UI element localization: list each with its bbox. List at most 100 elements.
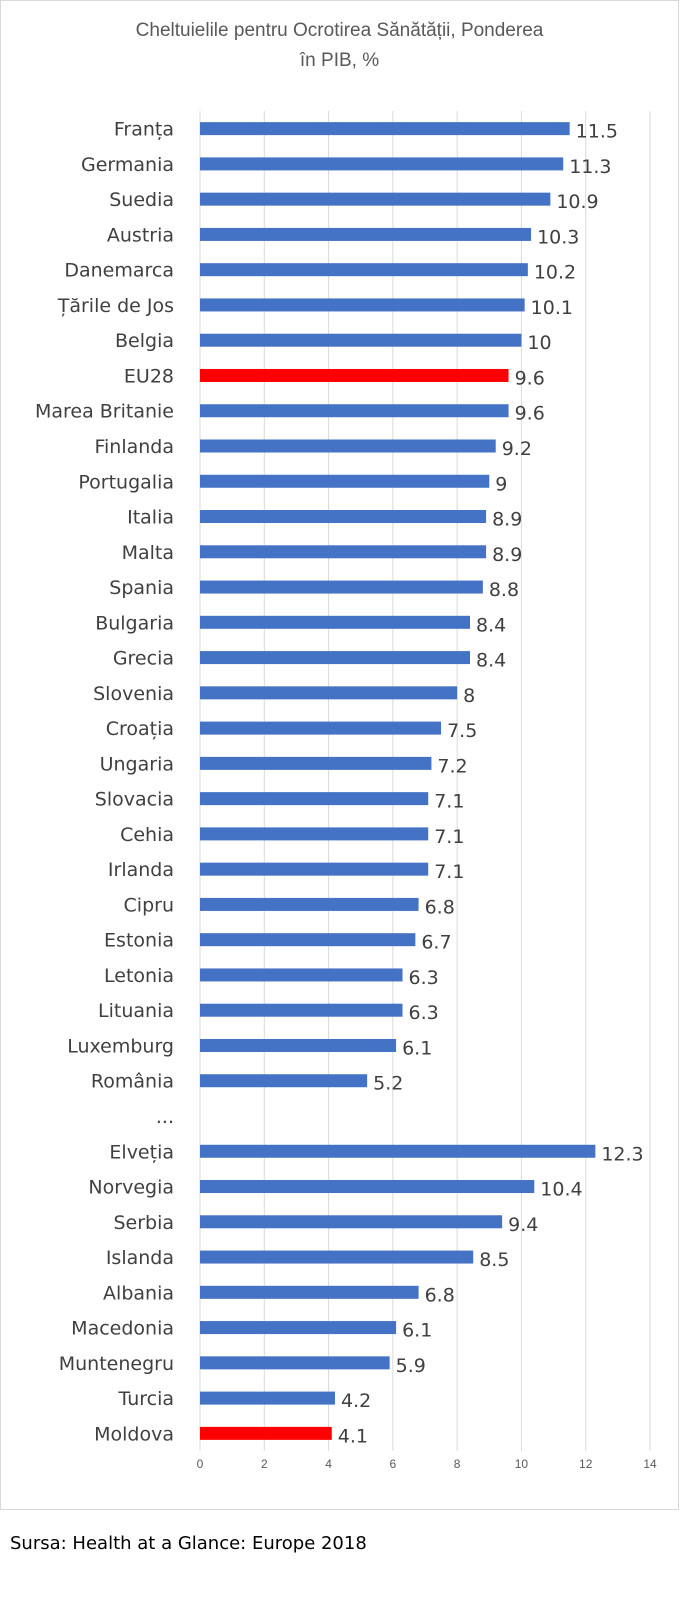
data-label: 6.1 [402,1320,432,1342]
bar [200,792,429,806]
data-label: 7.5 [447,720,477,742]
bar [200,615,470,629]
bar [200,1074,368,1088]
bar [200,756,432,770]
bar [200,263,528,277]
data-label: 10.2 [534,262,576,284]
data-label: 7.1 [434,861,464,883]
bar [200,827,429,841]
bar-chart: 0 2 4 6 8 10 12 14 Franța 11.5 Germania 11.3 Suedia 1… [35,111,657,1471]
x-tick-label: 12 [579,1457,593,1471]
data-label: 8.9 [492,544,522,566]
category-label: Luxemburg [67,1035,174,1057]
data-label: 6.8 [425,896,455,918]
data-label: 6.3 [409,967,439,989]
data-label: 11.5 [576,121,618,143]
data-label: 6.8 [425,1284,455,1306]
category-label: Ungaria [100,753,174,775]
x-tick-label: 6 [390,1457,397,1471]
category-label: Macedonia [71,1318,174,1340]
category-label: Suedia [109,189,174,211]
bar [200,157,564,171]
category-label: ... [156,1106,174,1128]
category-label: Austria [107,224,174,246]
category-label: Turcia [117,1388,174,1410]
bar [200,404,509,418]
category-label: Cehia [120,824,174,846]
category-label: Marea Britanie [35,401,174,423]
data-label: 5.9 [396,1355,426,1377]
category-label: Slovenia [93,683,174,705]
category-label: Danemarca [64,260,174,282]
bar [200,474,490,488]
data-label: 10.1 [531,297,573,319]
category-label: România [91,1071,174,1093]
bar [200,1321,397,1335]
data-label: 9.4 [508,1214,538,1236]
source-note: Sursa: Health at a Glance: Europe 2018 [10,1533,367,1554]
bar [200,510,487,524]
category-label: Spania [109,577,174,599]
bar [200,651,470,665]
chart-title: Cheltuielile pentru Ocrotirea Sănătății,… [135,20,544,71]
bar [200,933,416,947]
category-label: Grecia [113,648,174,670]
category-label: Letonia [104,965,174,987]
data-label: 5.2 [373,1073,403,1095]
x-tick-label: 14 [643,1457,657,1471]
data-label: 6.7 [421,932,451,954]
bar [200,1285,419,1299]
bar [200,368,509,382]
data-label: 12.3 [601,1143,643,1165]
data-label: 10 [527,332,551,354]
data-label: 6.1 [402,1037,432,1059]
category-label: Estonia [104,930,174,952]
category-label: Italia [127,507,174,529]
data-label: 10.3 [537,226,579,248]
category-label: Muntenegru [59,1353,174,1375]
bar [200,897,419,911]
bar [200,580,483,594]
data-label: 9.2 [502,438,532,460]
data-label: 10.4 [540,1179,582,1201]
category-label: Islanda [106,1247,174,1269]
data-label: 6.3 [409,1002,439,1024]
category-label: Bulgaria [95,612,174,634]
bar [200,1356,390,1370]
data-label: 7.1 [434,826,464,848]
data-label: 8.5 [479,1249,509,1271]
data-label: 11.3 [569,156,611,178]
category-label: Albania [103,1282,174,1304]
bar [200,1038,397,1052]
category-label: Cipru [124,894,174,916]
x-tick-label: 0 [197,1457,204,1471]
data-label: 4.2 [341,1390,371,1412]
bar [200,862,429,876]
category-label: Slovacia [95,789,174,811]
x-tick-label: 2 [261,1457,268,1471]
bar [200,1180,535,1194]
category-label: Germania [81,154,174,176]
bar [200,721,442,735]
category-label: Moldova [94,1423,174,1445]
bar [200,298,525,312]
x-tick-label: 8 [454,1457,461,1471]
data-label: 9.6 [515,367,545,389]
bar [200,227,532,241]
data-label: 8 [463,685,475,707]
data-label: 4.1 [338,1425,368,1447]
category-label: Norvegia [88,1177,174,1199]
bar [200,968,403,982]
bar [200,1250,474,1264]
category-label: Croația [106,718,174,740]
category-label: Elveția [109,1141,174,1163]
bar [200,333,522,347]
category-label: Finlanda [94,436,174,458]
data-label: 8.4 [476,614,506,636]
category-label: Irlanda [108,859,174,881]
bar [200,192,551,206]
bar [200,545,487,559]
category-label: Belgia [115,330,174,352]
bar [200,1144,596,1158]
category-label: Serbia [113,1212,174,1234]
